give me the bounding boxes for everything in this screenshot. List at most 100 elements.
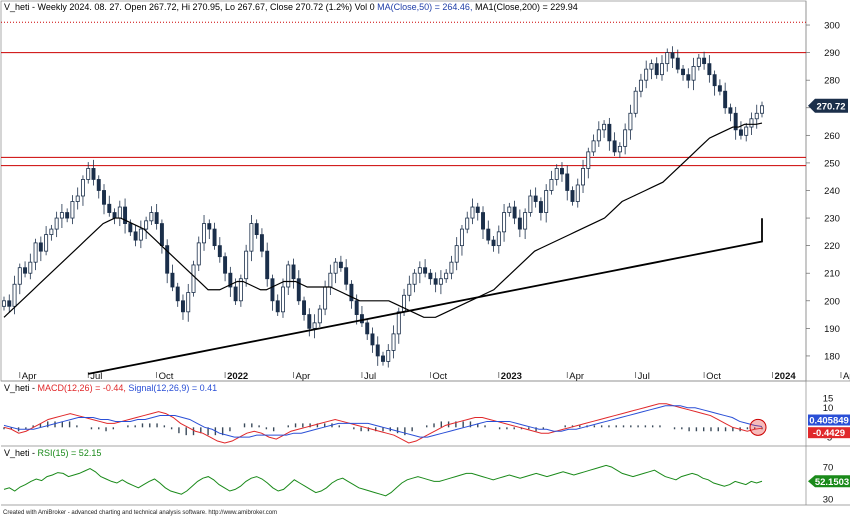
candle-body	[107, 203, 112, 213]
candle-body	[386, 350, 391, 362]
candle-body	[591, 140, 596, 153]
price-y-tick-label: 260	[824, 131, 840, 142]
candle-body	[560, 168, 564, 175]
ma50-line	[3, 122, 763, 318]
candle-body	[302, 300, 307, 315]
candle-body	[554, 168, 559, 180]
candle-body	[254, 223, 259, 236]
macd-line	[3, 403, 763, 444]
candle-body	[312, 322, 317, 329]
signal-value-label: 0.405849	[809, 416, 849, 427]
price-y-tick-label: 300	[824, 21, 840, 32]
candle-body	[233, 286, 238, 302]
candle-body	[517, 217, 522, 230]
candle-body	[654, 63, 659, 76]
x-tick-label: 2022	[227, 371, 248, 382]
price-y-tick-label: 180	[824, 351, 840, 362]
candle-body	[91, 168, 96, 180]
rsi-value-label: 52.1503	[815, 477, 849, 488]
candle-body	[54, 217, 59, 230]
candle-body	[23, 267, 28, 274]
candle-body	[686, 74, 691, 81]
candle-body	[223, 256, 228, 274]
price-layer: 180190200210220230240250260270280290300A…	[1, 21, 850, 382]
candle-body	[170, 272, 175, 288]
candle-body	[212, 228, 217, 247]
candle-body	[128, 223, 133, 233]
candle-body	[228, 272, 233, 288]
candle-body	[333, 261, 338, 274]
candle-body	[749, 118, 754, 128]
candle-body	[375, 344, 380, 357]
candle-body	[696, 57, 701, 67]
candle-body	[154, 212, 159, 224]
price-y-tick-label: 210	[824, 269, 840, 280]
candle-body	[359, 314, 364, 324]
candle-body	[428, 272, 433, 280]
candle-body	[217, 245, 222, 258]
x-tick-label: Oct	[432, 371, 447, 382]
candle-body	[665, 52, 670, 65]
candle-body	[575, 184, 580, 202]
price-y-tick-label: 220	[824, 241, 840, 252]
candle-body	[181, 300, 185, 313]
candle-body	[196, 242, 201, 266]
candle-body	[38, 242, 43, 252]
price-y-tick-label: 200	[824, 296, 840, 307]
candle-body	[523, 212, 528, 230]
price-y-tick-label: 230	[824, 214, 840, 225]
x-tick-label: Jul	[90, 371, 102, 382]
rsi-layer: 30507052.1503	[3, 463, 850, 506]
candle-body	[33, 242, 38, 263]
candle-body	[707, 63, 712, 76]
candle-body	[760, 105, 764, 114]
candle-body	[265, 250, 270, 280]
signal-value-tag	[808, 414, 850, 426]
candle-body	[191, 264, 196, 293]
candle-body	[670, 52, 675, 59]
candle-body	[123, 206, 128, 224]
candle-body	[691, 65, 696, 81]
candle-body	[633, 90, 638, 114]
candle-body	[502, 212, 507, 233]
candle-body	[307, 314, 312, 329]
candle-body	[370, 333, 375, 346]
candle-body	[28, 261, 33, 274]
candle-body	[549, 179, 554, 191]
candle-body	[381, 355, 385, 362]
candle-body	[396, 311, 401, 335]
candle-body	[2, 300, 6, 307]
candle-body	[391, 333, 396, 351]
candle-body	[323, 286, 328, 310]
candle-body	[738, 129, 743, 136]
x-tick-label: Apr	[22, 371, 37, 382]
price-y-tick-label: 240	[824, 186, 840, 197]
candle-body	[270, 278, 275, 302]
rsi-y-tick-label: 70	[823, 463, 834, 474]
last-price-tag	[808, 98, 848, 113]
candle-body	[496, 231, 501, 247]
macd-value-label: -0.4429	[813, 428, 845, 439]
candle-body	[159, 223, 164, 247]
candle-body	[112, 212, 117, 219]
ma200-line	[88, 218, 763, 375]
candle-body	[80, 179, 85, 197]
candle-body	[259, 234, 264, 252]
candle-body	[354, 300, 359, 315]
candle-body	[512, 206, 517, 219]
candle-body	[712, 74, 717, 87]
candle-body	[291, 264, 296, 280]
candle-body	[412, 272, 417, 285]
rsi-y-tick-label: 30	[823, 495, 834, 506]
candle-body	[86, 168, 91, 180]
candle-body	[754, 112, 759, 120]
candle-body	[570, 190, 575, 202]
candle-body	[565, 173, 570, 191]
candle-body	[286, 264, 291, 288]
macd-value-tag	[808, 427, 850, 439]
candle-body	[733, 112, 738, 131]
candle-body	[417, 267, 422, 274]
candle-body	[507, 206, 512, 213]
rsi-line	[3, 464, 763, 497]
candle-body	[407, 283, 412, 296]
